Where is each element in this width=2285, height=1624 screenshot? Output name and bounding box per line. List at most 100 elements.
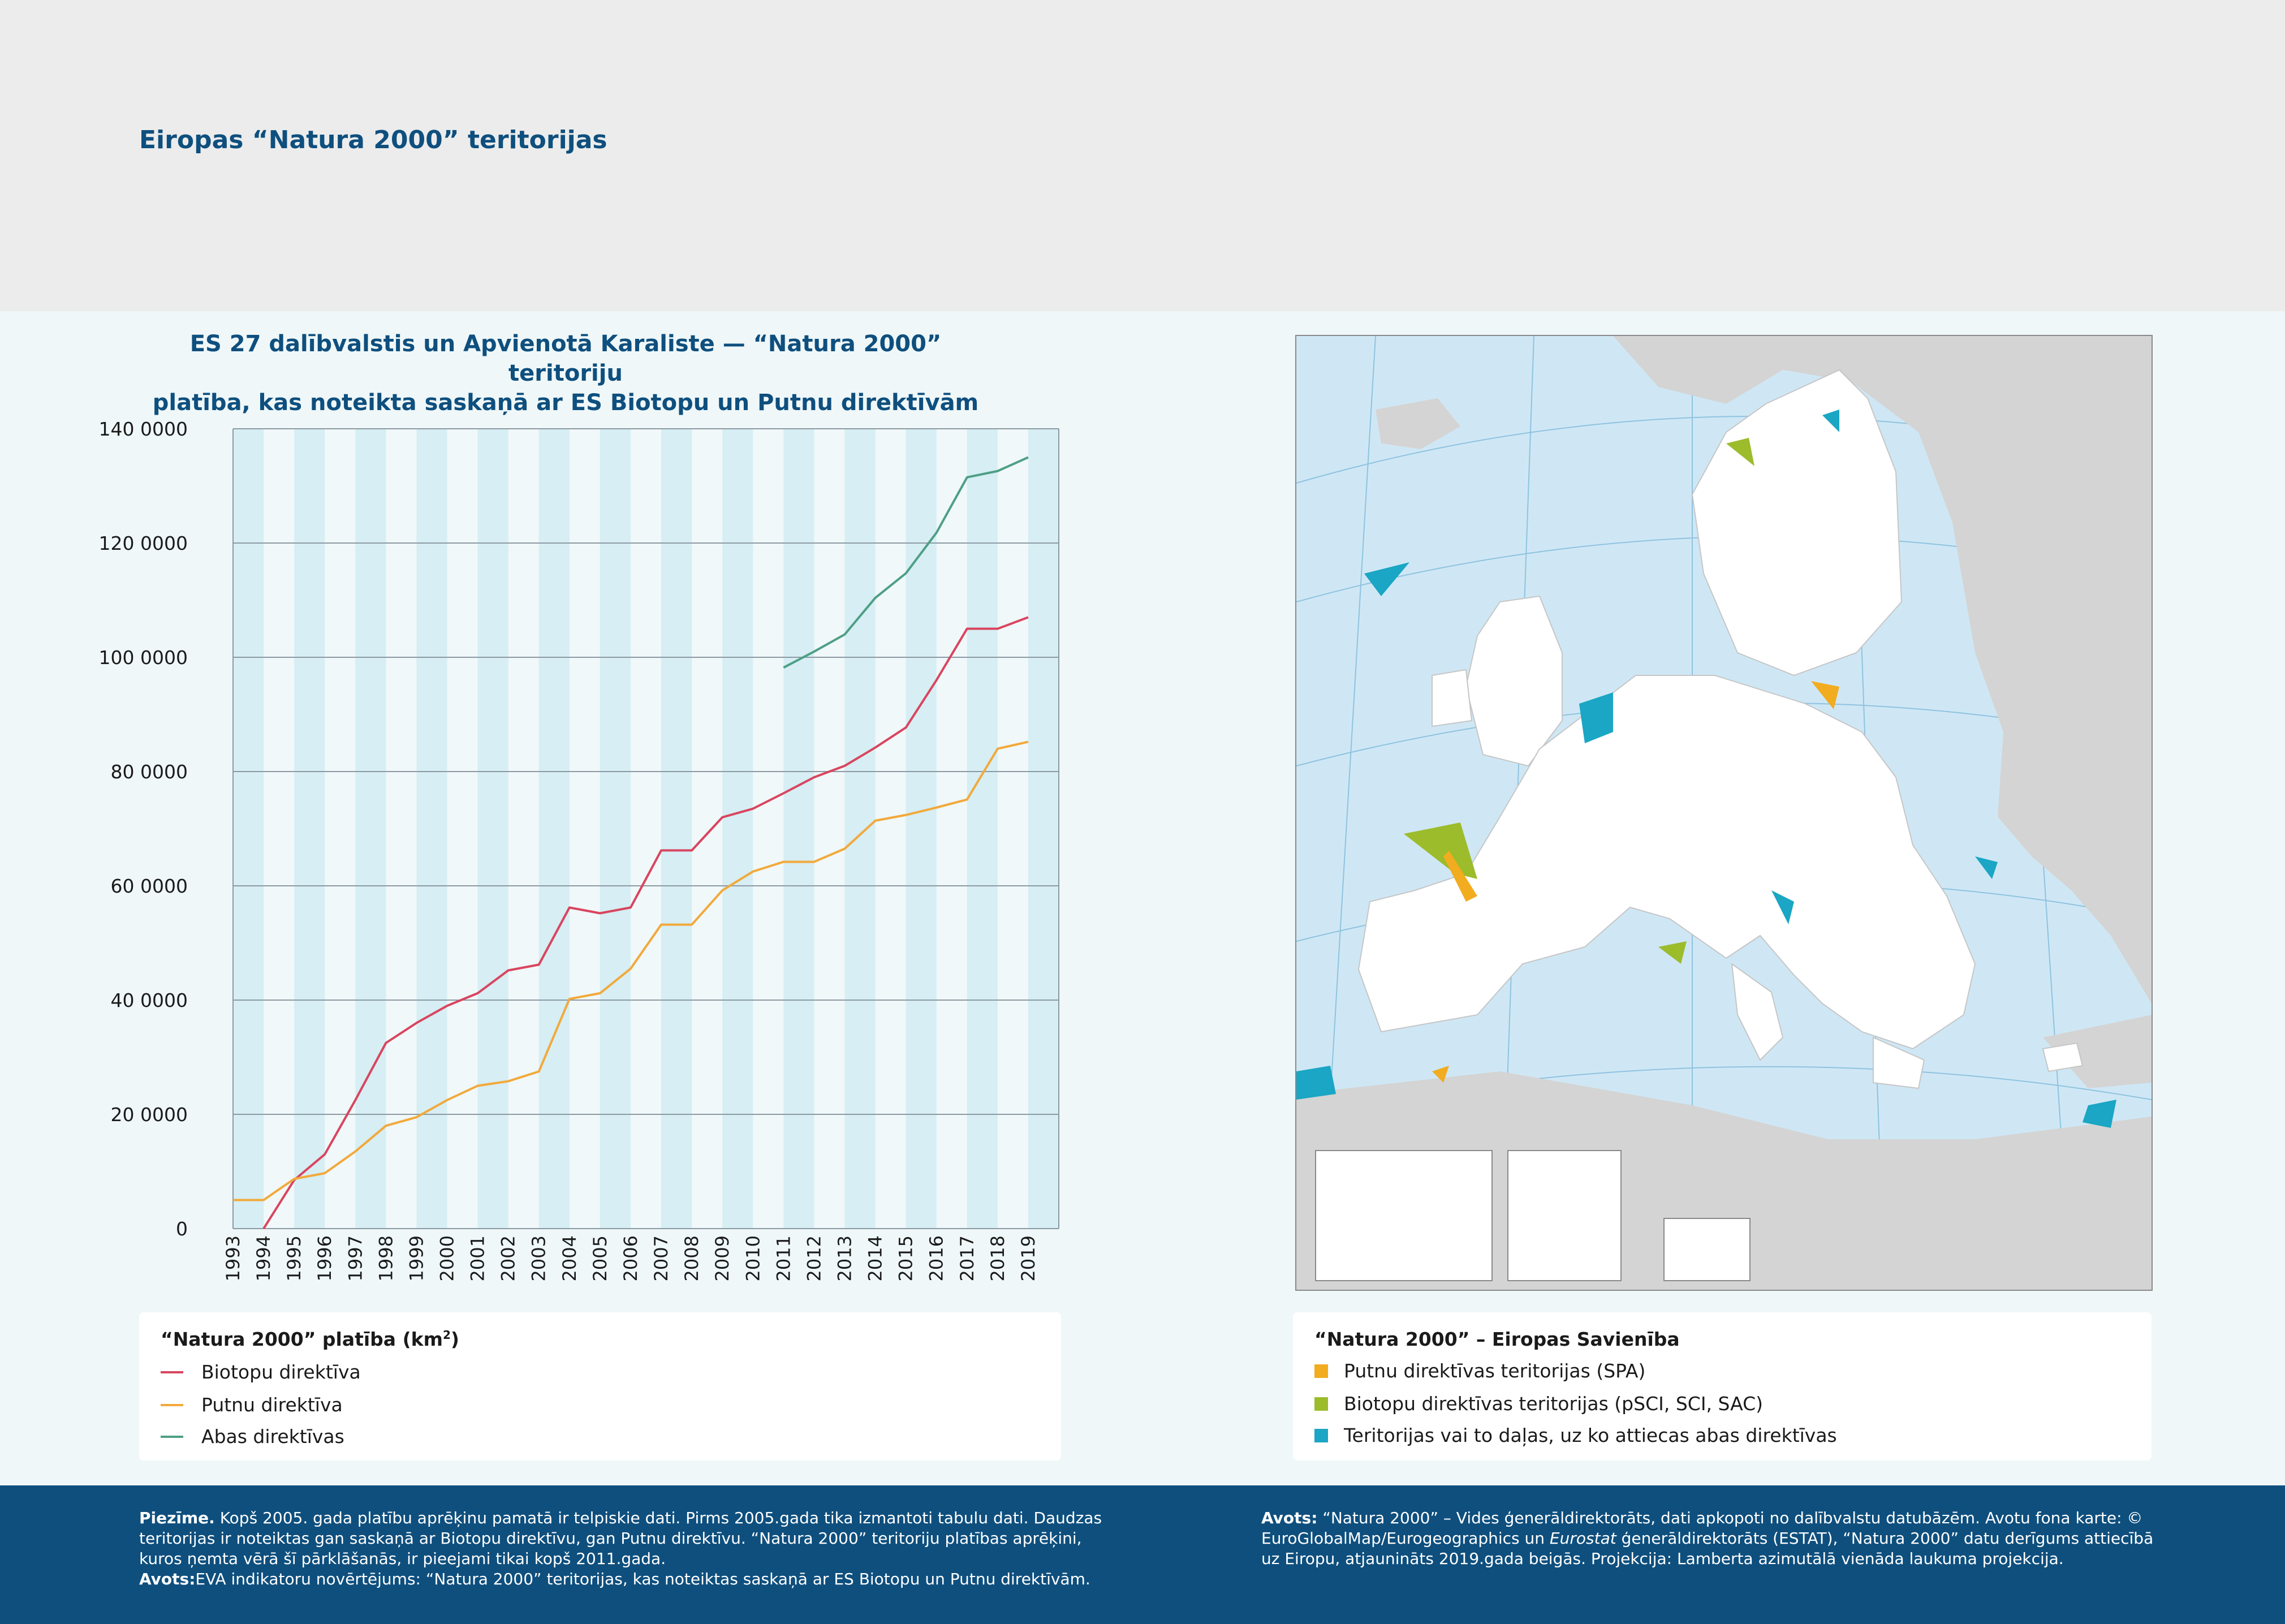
map-source-label: Avots: — [1261, 1509, 1318, 1527]
x-tick-label: 2012 — [803, 1235, 825, 1281]
x-tick-label: 2002 — [498, 1235, 519, 1281]
x-tick-label: 2008 — [681, 1235, 702, 1281]
x-tick-label: 2009 — [712, 1235, 733, 1281]
chart-title-line-1: ES 27 dalībvalstis un Apvienotā Karalist… — [189, 331, 942, 386]
legend-label: Putnu direktīva — [201, 1394, 343, 1416]
map-source-text-2: ģenerāldirektorāts (ESTAT), “Natura 2000… — [1261, 1529, 2154, 1568]
legend-line-swatch — [161, 1435, 183, 1438]
x-tick-label: 1998 — [375, 1235, 396, 1281]
legend-label: Abas direktīvas — [201, 1425, 344, 1448]
x-tick-label: 2011 — [773, 1235, 794, 1281]
year-band — [355, 429, 386, 1229]
chart-legend-heading-close: ) — [450, 1328, 459, 1350]
x-tick-label: 2000 — [437, 1235, 458, 1281]
year-band — [906, 429, 937, 1229]
year-bands — [233, 429, 1059, 1229]
header-band — [0, 0, 2285, 311]
series-line-putnu — [233, 740, 1029, 1201]
year-band — [294, 429, 325, 1229]
grid-lines — [233, 428, 1059, 1229]
x-tick-label: 2003 — [528, 1235, 550, 1281]
legend-label: Teritorijas vai to daļas, uz ko attiecas… — [1344, 1424, 1837, 1446]
map-insets — [1315, 1150, 1751, 1281]
x-tick-label: 2006 — [620, 1235, 641, 1281]
x-tick-label: 1999 — [406, 1235, 427, 1281]
year-band — [783, 429, 814, 1229]
map-legend-item-both: Teritorijas vai to daļas, uz ko attiecas… — [1314, 1424, 1837, 1446]
legend-item-biotopu: Biotopu direktīva — [161, 1361, 361, 1383]
page-title: Eiropas “Natura 2000” teritorijas — [139, 126, 607, 154]
map-svg — [1296, 336, 2152, 1290]
legend-label: Biotopu direktīvas teritorijas (pSCI, SC… — [1344, 1393, 1764, 1415]
x-tick-label: 2019 — [1018, 1235, 1039, 1281]
map-source-text-1: “Natura 2000” – Vides ģenerāldirektorāts… — [1261, 1509, 2143, 1548]
chart-legend: “Natura 2000” platība (km2) Biotopu dire… — [139, 1312, 1061, 1461]
footer: Piezīme. Kopš 2005. gada platību aprēķin… — [0, 1485, 2285, 1624]
x-tick-labels: 1993 1994 1995 1996 1997 1998 1999 2000 2001 2002… — [222, 1235, 1039, 1281]
chart-title-line-2: platība, kas noteikta saskaņā ar ES Biot… — [152, 390, 979, 416]
y-tick-label: 40 0000 — [111, 989, 188, 1011]
year-band — [477, 429, 508, 1229]
year-band — [538, 429, 570, 1229]
year-band — [967, 429, 998, 1229]
series-line-abas — [783, 456, 1029, 669]
chart-title: ES 27 dalībvalstis un Apvienotā Karalist… — [136, 329, 995, 417]
chart-legend-heading: “Natura 2000” platība (km2) — [161, 1328, 459, 1350]
year-band — [1028, 429, 1059, 1229]
year-band — [600, 429, 631, 1229]
y-tick-label: 100 0000 — [99, 647, 188, 669]
note-label: Piezīme. — [139, 1509, 215, 1527]
x-tick-label: 2015 — [895, 1235, 917, 1281]
source-text: EVA indikatoru novērtējums: “Natura 2000… — [195, 1570, 1090, 1588]
y-tick-label: 20 0000 — [111, 1104, 188, 1126]
y-tick-label: 120 0000 — [99, 532, 188, 554]
x-tick-label: 1994 — [253, 1235, 274, 1281]
footer-map-source: Avots: “Natura 2000” – Vides ģenerāldire… — [1261, 1508, 2155, 1569]
legend-item-abas: Abas direktīvas — [161, 1425, 344, 1448]
axes — [232, 429, 1059, 1229]
year-band — [844, 429, 876, 1229]
y-tick-labels: 0 20 0000 40 0000 60 0000 80 0000 100 0000 120… — [99, 418, 188, 1240]
year-band — [661, 429, 692, 1229]
note-text: Kopš 2005. gada platību aprēķinu pamatā … — [139, 1509, 1102, 1568]
y-tick-label: 0 — [176, 1218, 188, 1240]
legend-square-swatch — [1314, 1364, 1328, 1378]
chart-legend-heading-sup: 2 — [442, 1328, 451, 1342]
footer-note: Piezīme. Kopš 2005. gada platību aprēķin… — [139, 1508, 1118, 1589]
y-tick-label: 140 0000 — [99, 418, 188, 440]
year-band — [233, 429, 264, 1229]
x-tick-label: 1996 — [314, 1235, 335, 1281]
series-line-biotopu — [262, 616, 1029, 1230]
chart-legend-heading-text: “Natura 2000” platība (km — [161, 1328, 443, 1350]
x-tick-label: 1993 — [222, 1235, 244, 1281]
legend-label: Putnu direktīvas teritorijas (SPA) — [1344, 1360, 1646, 1382]
legend-line-swatch — [161, 1403, 183, 1406]
x-tick-label: 2010 — [742, 1235, 764, 1281]
x-tick-label: 2007 — [650, 1235, 672, 1281]
x-tick-label: 1997 — [344, 1235, 366, 1281]
x-tick-label: 2001 — [467, 1235, 489, 1281]
x-tick-label: 2005 — [589, 1235, 611, 1281]
year-band — [416, 429, 447, 1229]
x-tick-label: 2017 — [956, 1235, 978, 1281]
year-band — [722, 429, 753, 1229]
y-tick-label: 60 0000 — [111, 875, 188, 897]
x-tick-label: 2016 — [926, 1235, 947, 1281]
map-source-italic: Eurostat — [1549, 1529, 1616, 1548]
map-legend-item-sci: Biotopu direktīvas teritorijas (pSCI, SC… — [1314, 1393, 1763, 1415]
map-legend-heading: “Natura 2000” – Eiropas Savienība — [1314, 1328, 1680, 1350]
legend-item-putnu: Putnu direktīva — [161, 1394, 343, 1416]
europe-map — [1295, 335, 2153, 1291]
x-tick-label: 2013 — [834, 1235, 855, 1281]
x-tick-label: 2018 — [987, 1235, 1008, 1281]
legend-label: Biotopu direktīva — [201, 1361, 361, 1383]
map-legend: “Natura 2000” – Eiropas Savienība Putnu … — [1293, 1312, 2152, 1461]
legend-line-swatch — [161, 1371, 183, 1373]
map-legend-item-spa: Putnu direktīvas teritorijas (SPA) — [1314, 1360, 1645, 1382]
x-tick-label: 1995 — [283, 1235, 305, 1281]
source-label: Avots: — [139, 1570, 196, 1588]
x-tick-label: 2014 — [865, 1235, 886, 1281]
natura-sites — [1296, 410, 2116, 1128]
series-lines — [233, 456, 1029, 1230]
